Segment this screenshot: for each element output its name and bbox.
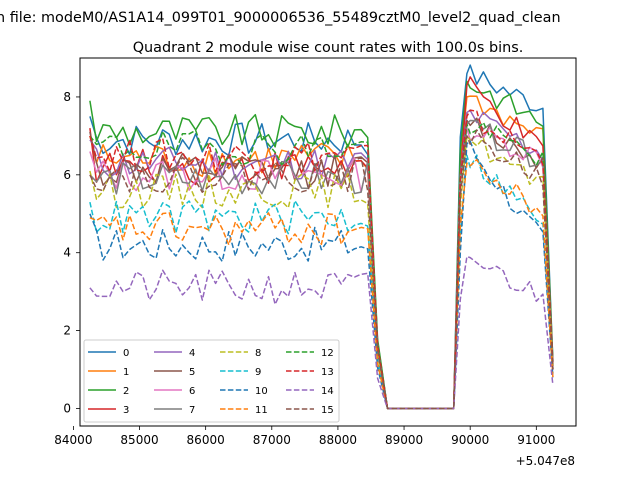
legend-item-12[interactable]: 12 xyxy=(286,348,334,359)
legend-item-8[interactable]: 8 xyxy=(220,348,261,359)
y-tick-label: 2 xyxy=(63,324,71,338)
legend-item-2[interactable]: 2 xyxy=(88,386,129,397)
legend-item-1[interactable]: 1 xyxy=(88,367,129,378)
x-axis: 84000 85000 86000 87000 88000 89000 90000 91000 xyxy=(54,426,555,447)
plot-area xyxy=(79,57,577,427)
x-tick-label: 91000 xyxy=(517,433,555,447)
series-line-2 xyxy=(89,80,554,410)
legend-item-5[interactable]: 5 xyxy=(154,367,195,378)
series-line-15 xyxy=(89,129,554,410)
legend-label: 5 xyxy=(189,367,195,378)
series-line-1 xyxy=(89,95,554,410)
legend-label: 14 xyxy=(321,386,334,397)
legend-item-0[interactable]: 0 xyxy=(88,348,129,359)
legend-frame xyxy=(83,339,340,423)
series-line-9 xyxy=(89,154,554,410)
y-tick-label: 6 xyxy=(63,168,71,182)
x-axis-offset-label: +5.047e8 xyxy=(516,454,575,468)
legend-label: 9 xyxy=(255,367,261,378)
x-tick-label: 84000 xyxy=(54,433,92,447)
legend-item-13[interactable]: 13 xyxy=(286,367,334,378)
legend-label: 11 xyxy=(255,405,268,416)
legend-label: 1 xyxy=(123,367,129,378)
y-axis: 0 2 4 6 8 xyxy=(63,90,80,415)
series-line-14 xyxy=(89,255,554,410)
legend-item-4[interactable]: 4 xyxy=(154,348,195,359)
legend-item-15[interactable]: 15 xyxy=(286,405,334,416)
y-tick-label: 8 xyxy=(63,90,71,104)
legend-item-3[interactable]: 3 xyxy=(88,405,129,416)
x-tick-label: 85000 xyxy=(120,433,158,447)
legend-item-7[interactable]: 7 xyxy=(154,405,195,416)
chart-title: Quadrant 2 module wise count rates with … xyxy=(133,40,524,56)
figure-suptitle: n file: modeM0/AS1A14_099T01_9000006536_… xyxy=(0,10,561,26)
legend-item-9[interactable]: 9 xyxy=(220,367,261,378)
legend-item-10[interactable]: 10 xyxy=(220,386,268,397)
series-layer xyxy=(89,64,554,410)
legend-label: 6 xyxy=(189,386,195,397)
legend-label: 12 xyxy=(321,348,334,359)
x-tick-label: 88000 xyxy=(319,433,357,447)
x-tick-label: 87000 xyxy=(253,433,291,447)
legend-label: 10 xyxy=(255,386,268,397)
legend-label: 2 xyxy=(123,386,129,397)
legend-label: 7 xyxy=(189,405,195,416)
legend-label: 0 xyxy=(123,348,129,359)
y-tick-label: 0 xyxy=(63,401,71,415)
legend-item-14[interactable]: 14 xyxy=(286,386,334,397)
series-line-11 xyxy=(89,158,554,410)
legend-label: 8 xyxy=(255,348,261,359)
axes-frame xyxy=(79,57,577,427)
x-tick-label: 90000 xyxy=(451,433,489,447)
legend-item-6[interactable]: 6 xyxy=(154,386,195,397)
series-line-12 xyxy=(89,121,554,410)
y-tick-label: 4 xyxy=(63,246,71,260)
x-tick-label: 89000 xyxy=(385,433,423,447)
legend-item-11[interactable]: 11 xyxy=(220,405,268,416)
series-line-7 xyxy=(89,119,554,410)
legend-label: 3 xyxy=(123,405,129,416)
legend-label: 15 xyxy=(321,405,334,416)
x-tick-label: 86000 xyxy=(187,433,225,447)
legend-label: 4 xyxy=(189,348,195,359)
series-line-8 xyxy=(89,135,554,410)
series-line-5 xyxy=(89,117,554,410)
legend-label: 13 xyxy=(321,367,334,378)
